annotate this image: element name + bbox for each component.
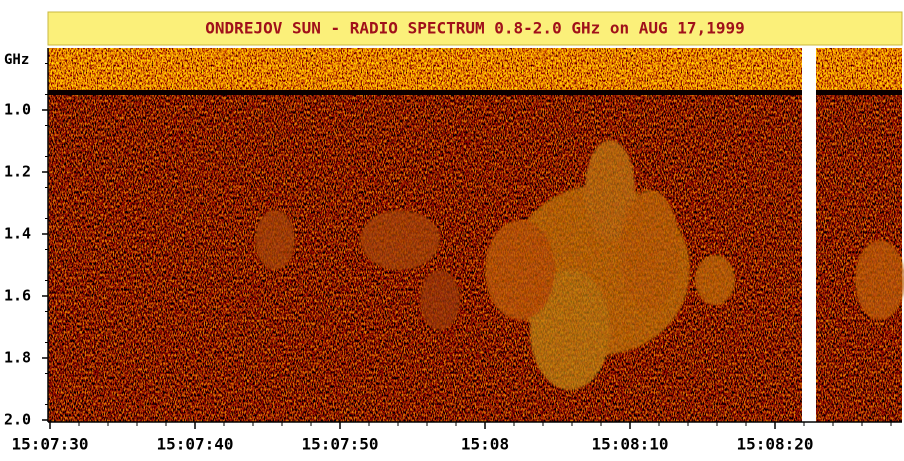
- x-tick-label: 15:07:40: [156, 435, 233, 454]
- x-tick-label: 15:07:30: [11, 435, 88, 454]
- y-tick-label: 1.6: [4, 287, 31, 305]
- y-tick-label: 1.8: [4, 349, 31, 367]
- y-axis-label: GHz: [4, 52, 29, 68]
- y-tick-label: 1.0: [4, 101, 31, 119]
- x-tick-label: 15:08:20: [736, 435, 813, 454]
- x-tick-label: 15:07:50: [301, 435, 378, 454]
- y-tick-label: 1.2: [4, 163, 31, 181]
- y-tick-label: 2.0: [4, 411, 31, 429]
- x-tick-label: 15:08: [461, 435, 509, 454]
- chart: ONDREJOV SUN - RADIO SPECTRUM 0.8-2.0 GH…: [0, 0, 904, 461]
- y-tick-label: 1.4: [4, 225, 31, 243]
- x-tick-label: 15:08:10: [591, 435, 668, 454]
- chart-title: ONDREJOV SUN - RADIO SPECTRUM 0.8-2.0 GH…: [205, 19, 744, 38]
- spectrogram: [48, 48, 904, 422]
